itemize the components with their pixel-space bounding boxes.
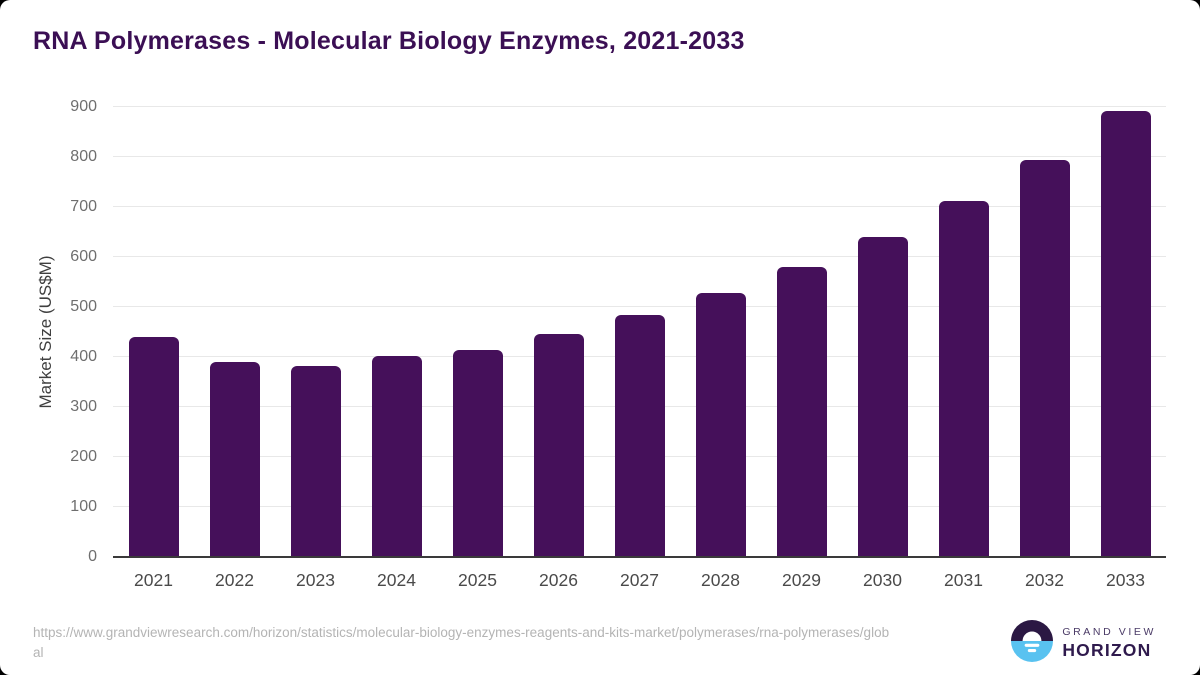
bar-2032 bbox=[1019, 159, 1070, 557]
x-tick-label: 2027 bbox=[620, 570, 659, 590]
y-tick-label: 800 bbox=[70, 148, 97, 166]
y-tick-label: 200 bbox=[70, 448, 97, 466]
bar-column bbox=[680, 107, 761, 557]
bar-column bbox=[761, 107, 842, 557]
x-tick-label: 2024 bbox=[377, 570, 416, 590]
bar-2021 bbox=[128, 337, 179, 557]
y-tick-label: 400 bbox=[70, 348, 97, 366]
brand-name-horizon: HORIZON bbox=[1062, 640, 1152, 660]
gridline bbox=[113, 106, 1166, 107]
x-tick-label: 2026 bbox=[539, 570, 578, 590]
sun-horizon-icon bbox=[1011, 620, 1054, 667]
bar-2033 bbox=[1100, 111, 1151, 557]
bar-2028 bbox=[695, 293, 746, 557]
x-tick-label: 2032 bbox=[1025, 570, 1064, 590]
bar-column bbox=[437, 107, 518, 557]
y-tick-label: 700 bbox=[70, 198, 97, 215]
x-tick-label: 2029 bbox=[782, 570, 821, 590]
x-tick-label: 2023 bbox=[296, 570, 335, 590]
brand-logo: GRAND VIEW HORIZON bbox=[1011, 620, 1156, 667]
bar-2025 bbox=[452, 349, 503, 557]
bar-2030 bbox=[857, 237, 908, 557]
source-url: https://www.grandviewresearch.com/horizo… bbox=[33, 625, 890, 660]
plot-area bbox=[113, 106, 1166, 558]
bar-2023 bbox=[290, 365, 341, 557]
gridline bbox=[113, 206, 1166, 207]
bar-column bbox=[194, 107, 275, 557]
x-tick-label: 2025 bbox=[458, 570, 497, 590]
y-tick-label: 100 bbox=[70, 498, 97, 516]
y-tick-label: 600 bbox=[70, 248, 97, 266]
bar-column bbox=[1004, 107, 1085, 557]
bar-column bbox=[1085, 107, 1166, 557]
brand-name: GRAND VIEW HORIZON bbox=[1062, 626, 1156, 661]
bar-2026 bbox=[533, 333, 584, 557]
x-tick-label: 2033 bbox=[1106, 570, 1145, 590]
x-axis-labels: 2021 2022 2023 2024 2025 2026 2027 2028 2029 2030… bbox=[113, 570, 1166, 591]
brand-name-grand-view: GRAND VIEW bbox=[1062, 626, 1156, 638]
bar-column bbox=[842, 107, 923, 557]
x-axis-line bbox=[113, 556, 1166, 558]
bar-column bbox=[113, 107, 194, 557]
x-tick-label: 2028 bbox=[701, 570, 740, 590]
x-tick-label: 2030 bbox=[863, 570, 902, 590]
page-title: RNA Polymerases - Molecular Biology Enzy… bbox=[33, 27, 745, 55]
bar-2024 bbox=[371, 355, 422, 557]
bar-2022 bbox=[209, 362, 260, 557]
bar-2027 bbox=[614, 315, 665, 557]
bars-row bbox=[113, 107, 1166, 557]
bar-2031 bbox=[938, 201, 989, 557]
bar-column bbox=[356, 107, 437, 557]
y-tick-label: 900 bbox=[70, 98, 97, 115]
x-tick-label: 2031 bbox=[944, 570, 983, 590]
x-tick-label: 2021 bbox=[134, 570, 173, 590]
bar-column bbox=[599, 107, 680, 557]
bar-2029 bbox=[776, 267, 827, 557]
gridline bbox=[113, 256, 1166, 258]
y-tick-label: 500 bbox=[70, 298, 97, 315]
gridline bbox=[113, 156, 1166, 157]
bar-column bbox=[275, 107, 356, 557]
x-tick-label: 2022 bbox=[215, 570, 254, 590]
gridline bbox=[113, 306, 1166, 307]
y-tick-label: 300 bbox=[70, 398, 97, 416]
y-tick-label: 0 bbox=[88, 548, 97, 565]
bar-column bbox=[923, 107, 1004, 557]
bar-column bbox=[518, 107, 599, 557]
y-axis-ticks: 0 100 200 300 400 500 600 700 800 900 bbox=[0, 98, 97, 565]
